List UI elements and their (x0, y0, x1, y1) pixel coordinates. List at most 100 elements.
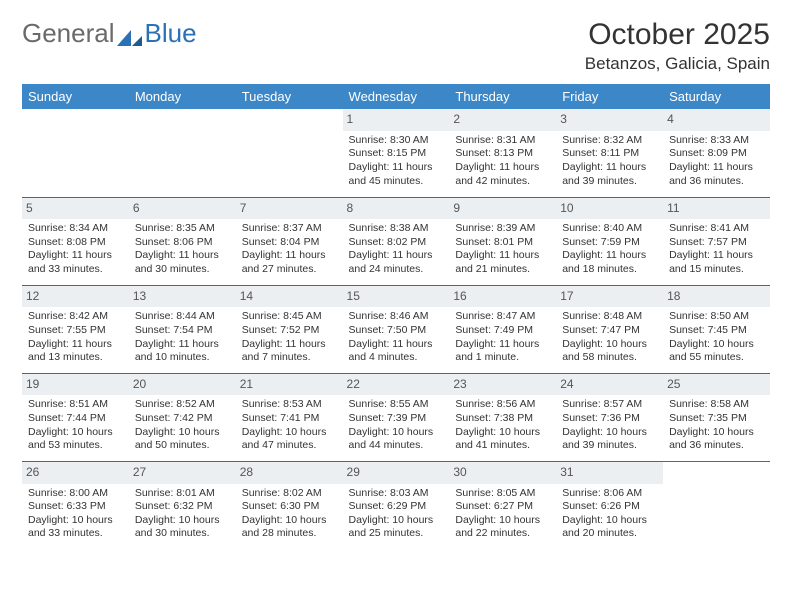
sunrise-text: Sunrise: 8:39 AM (455, 222, 550, 236)
sunrise-text: Sunrise: 8:32 AM (562, 134, 657, 148)
sunset-text: Sunset: 8:15 PM (349, 147, 444, 161)
day-number: 20 (129, 374, 236, 396)
sunrise-text: Sunrise: 8:50 AM (669, 310, 764, 324)
day-number: 18 (663, 286, 770, 308)
sunset-text: Sunset: 6:32 PM (135, 500, 230, 514)
calendar-day-cell (22, 109, 129, 197)
sunset-text: Sunset: 6:33 PM (28, 500, 123, 514)
daylight-text: Daylight: 10 hours and 25 minutes. (349, 514, 444, 541)
sunrise-text: Sunrise: 8:42 AM (28, 310, 123, 324)
sunset-text: Sunset: 7:45 PM (669, 324, 764, 338)
day-number: 31 (556, 462, 663, 484)
calendar-day-cell: 27Sunrise: 8:01 AMSunset: 6:32 PMDayligh… (129, 461, 236, 549)
daylight-text: Daylight: 10 hours and 39 minutes. (562, 426, 657, 453)
sunset-text: Sunset: 7:47 PM (562, 324, 657, 338)
calendar-week-row: 12Sunrise: 8:42 AMSunset: 7:55 PMDayligh… (22, 285, 770, 373)
weekday-header: Wednesday (343, 84, 450, 109)
weekday-header-row: Sunday Monday Tuesday Wednesday Thursday… (22, 84, 770, 109)
calendar-day-cell: 23Sunrise: 8:56 AMSunset: 7:38 PMDayligh… (449, 373, 556, 461)
calendar-week-row: 1Sunrise: 8:30 AMSunset: 8:15 PMDaylight… (22, 109, 770, 197)
sunrise-text: Sunrise: 8:46 AM (349, 310, 444, 324)
daylight-text: Daylight: 10 hours and 41 minutes. (455, 426, 550, 453)
calendar-day-cell: 28Sunrise: 8:02 AMSunset: 6:30 PMDayligh… (236, 461, 343, 549)
header: General Blue October 2025 Betanzos, Gali… (22, 18, 770, 74)
sunset-text: Sunset: 7:49 PM (455, 324, 550, 338)
calendar-day-cell: 6Sunrise: 8:35 AMSunset: 8:06 PMDaylight… (129, 197, 236, 285)
calendar-day-cell: 20Sunrise: 8:52 AMSunset: 7:42 PMDayligh… (129, 373, 236, 461)
calendar-day-cell: 19Sunrise: 8:51 AMSunset: 7:44 PMDayligh… (22, 373, 129, 461)
day-number: 23 (449, 374, 556, 396)
calendar-day-cell: 15Sunrise: 8:46 AMSunset: 7:50 PMDayligh… (343, 285, 450, 373)
sunrise-text: Sunrise: 8:33 AM (669, 134, 764, 148)
daylight-text: Daylight: 11 hours and 1 minute. (455, 338, 550, 365)
sunrise-text: Sunrise: 8:05 AM (455, 487, 550, 501)
sunset-text: Sunset: 7:42 PM (135, 412, 230, 426)
title-block: October 2025 Betanzos, Galicia, Spain (585, 18, 770, 74)
day-number: 19 (22, 374, 129, 396)
calendar-day-cell (236, 109, 343, 197)
sunrise-text: Sunrise: 8:52 AM (135, 398, 230, 412)
calendar-day-cell: 3Sunrise: 8:32 AMSunset: 8:11 PMDaylight… (556, 109, 663, 197)
daylight-text: Daylight: 11 hours and 33 minutes. (28, 249, 123, 276)
day-number: 2 (449, 109, 556, 131)
day-number: 10 (556, 198, 663, 220)
sunrise-text: Sunrise: 8:51 AM (28, 398, 123, 412)
weekday-header: Friday (556, 84, 663, 109)
sunset-text: Sunset: 6:29 PM (349, 500, 444, 514)
calendar-day-cell: 13Sunrise: 8:44 AMSunset: 7:54 PMDayligh… (129, 285, 236, 373)
sunrise-text: Sunrise: 8:30 AM (349, 134, 444, 148)
day-number: 28 (236, 462, 343, 484)
daylight-text: Daylight: 10 hours and 33 minutes. (28, 514, 123, 541)
sunrise-text: Sunrise: 8:31 AM (455, 134, 550, 148)
sunset-text: Sunset: 7:52 PM (242, 324, 337, 338)
daylight-text: Daylight: 10 hours and 36 minutes. (669, 426, 764, 453)
calendar-day-cell: 12Sunrise: 8:42 AMSunset: 7:55 PMDayligh… (22, 285, 129, 373)
sunrise-text: Sunrise: 8:38 AM (349, 222, 444, 236)
day-number: 21 (236, 374, 343, 396)
calendar-day-cell: 21Sunrise: 8:53 AMSunset: 7:41 PMDayligh… (236, 373, 343, 461)
sunrise-text: Sunrise: 8:41 AM (669, 222, 764, 236)
sunset-text: Sunset: 6:26 PM (562, 500, 657, 514)
daylight-text: Daylight: 10 hours and 20 minutes. (562, 514, 657, 541)
calendar-day-cell: 5Sunrise: 8:34 AMSunset: 8:08 PMDaylight… (22, 197, 129, 285)
weekday-header: Monday (129, 84, 236, 109)
daylight-text: Daylight: 10 hours and 22 minutes. (455, 514, 550, 541)
sunrise-text: Sunrise: 8:45 AM (242, 310, 337, 324)
day-number: 26 (22, 462, 129, 484)
location: Betanzos, Galicia, Spain (585, 54, 770, 74)
weekday-header: Sunday (22, 84, 129, 109)
sunrise-text: Sunrise: 8:55 AM (349, 398, 444, 412)
calendar-day-cell (129, 109, 236, 197)
sunrise-text: Sunrise: 8:56 AM (455, 398, 550, 412)
daylight-text: Daylight: 11 hours and 15 minutes. (669, 249, 764, 276)
logo: General Blue (22, 18, 197, 49)
day-number: 22 (343, 374, 450, 396)
sunset-text: Sunset: 8:06 PM (135, 236, 230, 250)
daylight-text: Daylight: 11 hours and 10 minutes. (135, 338, 230, 365)
sunset-text: Sunset: 6:27 PM (455, 500, 550, 514)
daylight-text: Daylight: 11 hours and 36 minutes. (669, 161, 764, 188)
day-number: 5 (22, 198, 129, 220)
daylight-text: Daylight: 11 hours and 21 minutes. (455, 249, 550, 276)
sunset-text: Sunset: 7:54 PM (135, 324, 230, 338)
sunset-text: Sunset: 8:01 PM (455, 236, 550, 250)
calendar-table: Sunday Monday Tuesday Wednesday Thursday… (22, 84, 770, 549)
day-number: 16 (449, 286, 556, 308)
sunset-text: Sunset: 8:08 PM (28, 236, 123, 250)
day-number: 11 (663, 198, 770, 220)
calendar-week-row: 5Sunrise: 8:34 AMSunset: 8:08 PMDaylight… (22, 197, 770, 285)
calendar-day-cell: 10Sunrise: 8:40 AMSunset: 7:59 PMDayligh… (556, 197, 663, 285)
sunset-text: Sunset: 8:09 PM (669, 147, 764, 161)
sunset-text: Sunset: 6:30 PM (242, 500, 337, 514)
sunset-text: Sunset: 8:11 PM (562, 147, 657, 161)
sunrise-text: Sunrise: 8:00 AM (28, 487, 123, 501)
daylight-text: Daylight: 10 hours and 28 minutes. (242, 514, 337, 541)
sunrise-text: Sunrise: 8:44 AM (135, 310, 230, 324)
day-number: 3 (556, 109, 663, 131)
sunrise-text: Sunrise: 8:01 AM (135, 487, 230, 501)
sunset-text: Sunset: 7:44 PM (28, 412, 123, 426)
sunrise-text: Sunrise: 8:03 AM (349, 487, 444, 501)
calendar-day-cell: 2Sunrise: 8:31 AMSunset: 8:13 PMDaylight… (449, 109, 556, 197)
daylight-text: Daylight: 11 hours and 24 minutes. (349, 249, 444, 276)
sunrise-text: Sunrise: 8:06 AM (562, 487, 657, 501)
